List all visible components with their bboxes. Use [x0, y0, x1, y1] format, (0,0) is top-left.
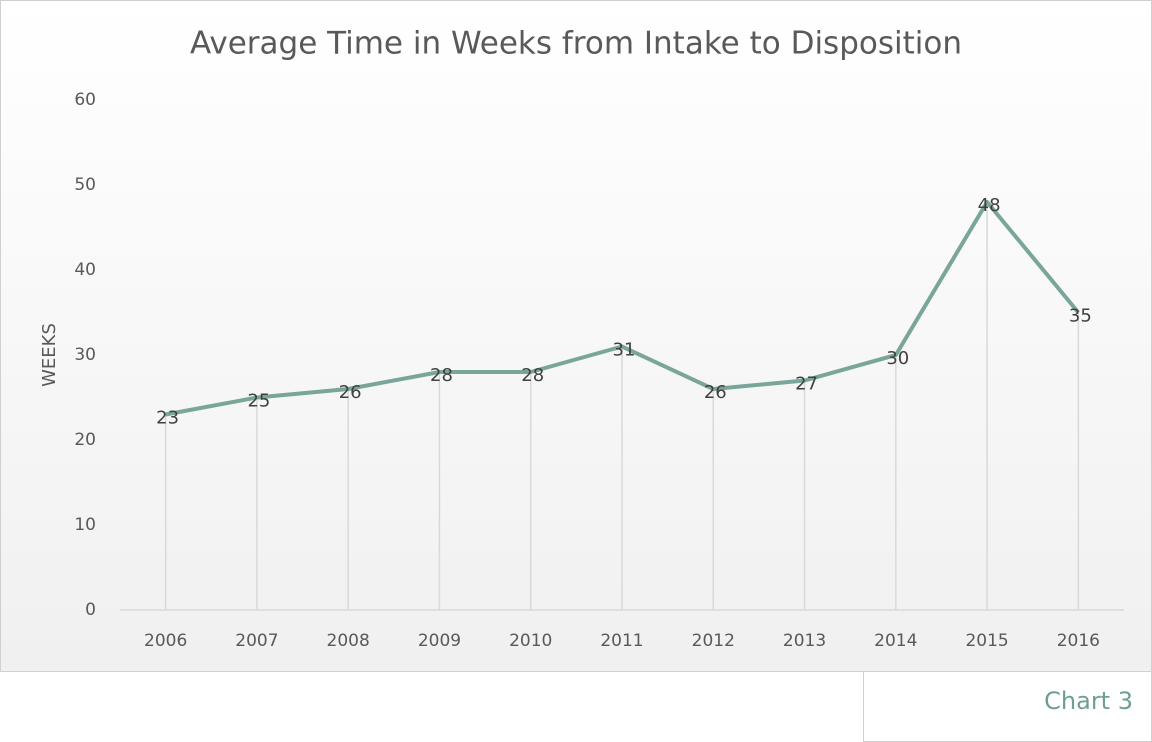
x-tick-label: 2008: [327, 631, 370, 651]
x-tick-label: 2015: [965, 631, 1008, 651]
y-tick-label: 60: [74, 90, 96, 110]
y-tick-label: 30: [74, 345, 96, 365]
data-label: 28: [521, 365, 544, 386]
data-label: 25: [247, 391, 270, 412]
x-tick-label: 2011: [600, 631, 643, 651]
y-tick-label: 50: [74, 175, 96, 195]
x-tick-label: 2014: [874, 631, 917, 651]
x-tick-label: 2012: [692, 631, 735, 651]
x-tick-label: 2016: [1057, 631, 1100, 651]
chart-frame: [0, 0, 1152, 672]
caption-box: [863, 671, 1152, 742]
data-label: 35: [1069, 306, 1092, 327]
x-tick-label: 2007: [235, 631, 278, 651]
data-line: [165, 200, 1080, 417]
data-label: 26: [339, 382, 362, 403]
y-tick-label: 20: [74, 430, 96, 450]
x-tick-label: 2010: [509, 631, 552, 651]
x-tick-label: 2006: [144, 631, 187, 651]
y-tick-label: 10: [74, 515, 96, 535]
chart-title: Average Time in Weeks from Intake to Dis…: [190, 26, 962, 62]
x-tick-label: 2013: [783, 631, 826, 651]
data-label: 26: [704, 382, 727, 403]
data-label: 48: [978, 195, 1001, 216]
data-label: 30: [886, 348, 909, 369]
y-tick-label: 40: [74, 260, 96, 280]
y-axis-label: WEEKS: [39, 323, 60, 387]
data-label: 27: [795, 374, 818, 395]
data-label: 31: [613, 340, 636, 361]
data-label: 23: [156, 408, 179, 429]
x-tick-label: 2009: [418, 631, 461, 651]
data-label: 28: [430, 365, 453, 386]
y-tick-label: 0: [85, 600, 96, 620]
caption: Chart 3: [1044, 687, 1133, 715]
